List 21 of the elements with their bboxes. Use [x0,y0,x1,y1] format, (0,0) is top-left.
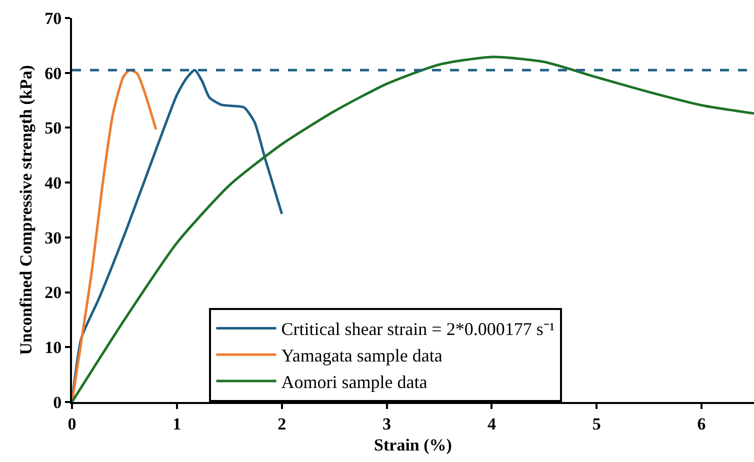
legend-label: Aomori sample data [281,372,428,392]
x-tick-label: 1 [172,414,182,434]
y-tick-label: 20 [44,283,62,302]
y-tick-label: 10 [44,338,62,358]
x-tick-label: 4 [487,414,496,434]
y-tick-label: 40 [44,174,62,193]
x-axis-title: Strain (%) [374,435,452,454]
x-tick-label: 2 [278,414,286,434]
x-tick-label: 6 [697,414,706,434]
y-axis-title: Unconfined Compressive strength (kPa) [16,65,36,355]
y-tick-label: 70 [44,8,62,28]
y-tick-label: 0 [53,392,62,412]
x-tick-label: 3 [382,414,392,434]
y-tick-label: 60 [44,64,62,83]
legend-label: Yamagata sample data [281,346,442,366]
legend-label: Crtitical shear strain = 2*0.000177 s⁻¹ [281,319,555,340]
y-tick-label: 30 [44,228,62,248]
x-tick-label: 0 [68,414,76,434]
y-tick-label: 50 [44,118,62,138]
line-series [72,68,158,402]
x-tick-label: 5 [592,414,601,434]
